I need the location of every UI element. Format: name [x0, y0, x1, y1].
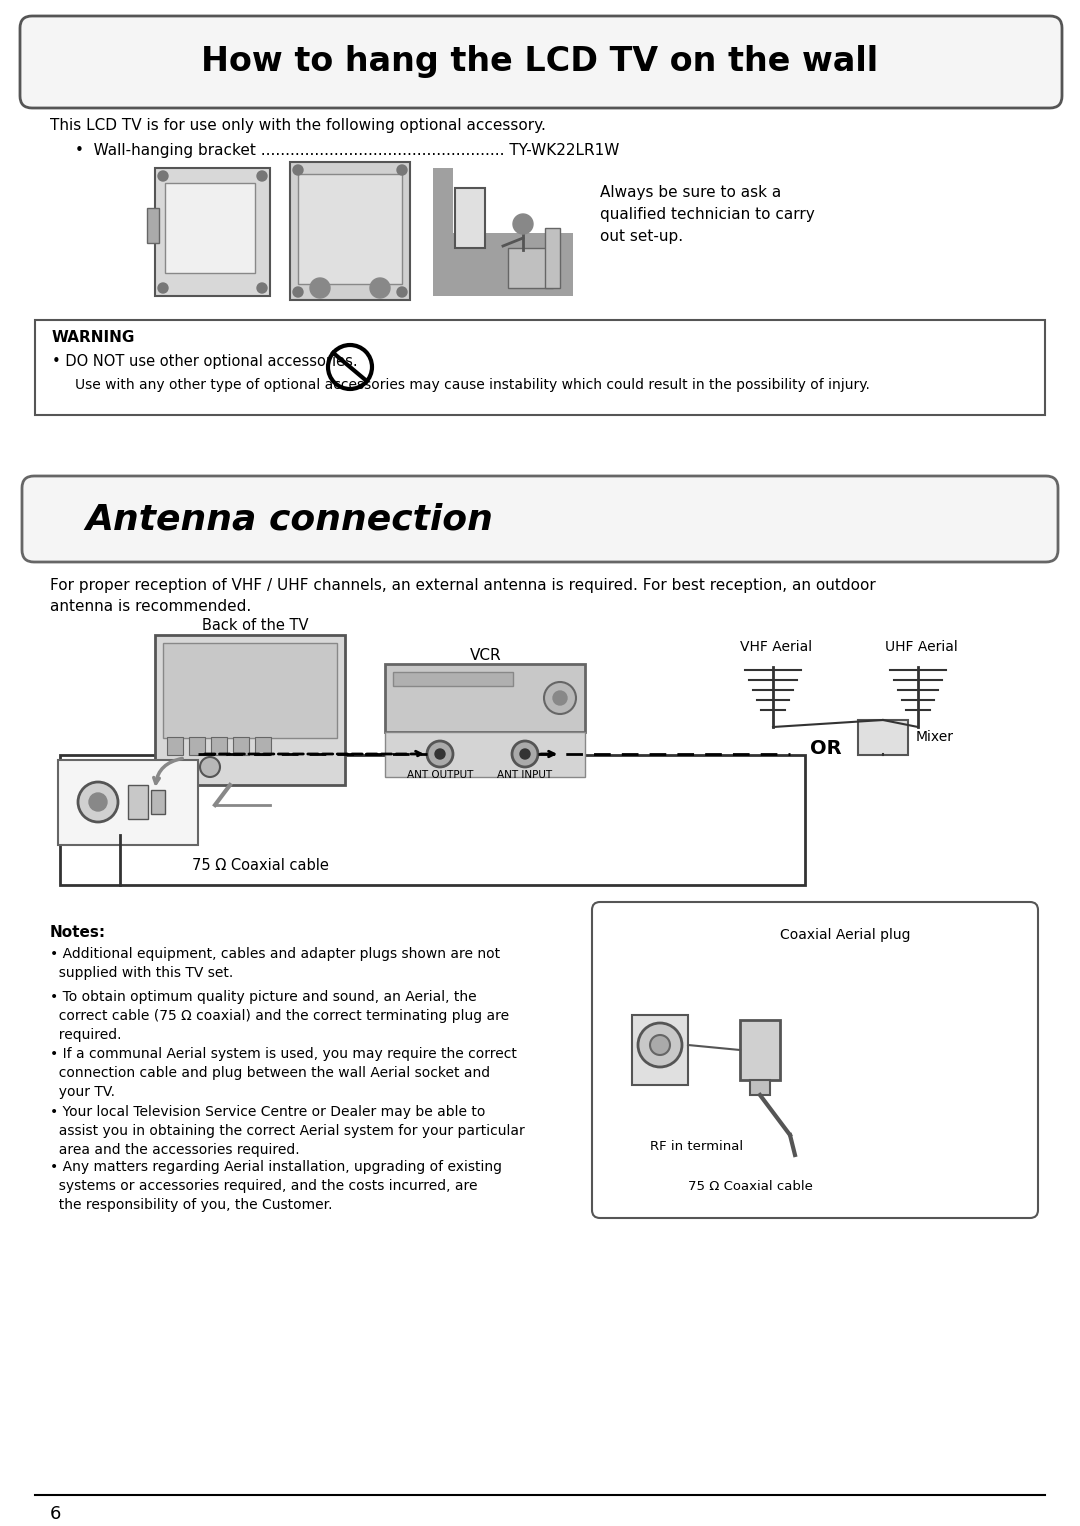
Text: For proper reception of VHF / UHF channels, an external antenna is required. For: For proper reception of VHF / UHF channe… [50, 578, 876, 613]
Circle shape [519, 749, 530, 758]
Circle shape [544, 682, 576, 714]
Bar [291, 162, 410, 301]
Circle shape [370, 278, 390, 298]
Circle shape [293, 165, 303, 175]
FancyBboxPatch shape [21, 15, 1062, 108]
Text: Back of the TV: Back of the TV [202, 618, 308, 633]
Text: 6: 6 [50, 1505, 62, 1523]
Text: UHF Aerial: UHF Aerial [885, 639, 958, 655]
Text: 75 Ω Coaxial cable: 75 Ω Coaxial cable [191, 858, 328, 873]
Text: Mixer: Mixer [916, 729, 954, 745]
Text: RF in terminal: RF in terminal [650, 1140, 743, 1154]
Text: VCR: VCR [470, 649, 502, 662]
Bar [384, 732, 585, 777]
Circle shape [650, 1035, 670, 1054]
Text: • DO NOT use other optional accessories.: • DO NOT use other optional accessories. [52, 354, 357, 369]
Circle shape [427, 742, 453, 768]
Bar [32, 32, 1050, 101]
Circle shape [200, 757, 220, 777]
Text: • Any matters regarding Aerial installation, upgrading of existing
  systems or : • Any matters regarding Aerial installat… [50, 1160, 502, 1212]
Bar [508, 249, 553, 288]
Bar [35, 320, 1045, 415]
Text: Use with any other type of optional accessories may cause instability which coul: Use with any other type of optional acce… [75, 378, 869, 392]
Text: How to hang the LCD TV on the wall: How to hang the LCD TV on the wall [202, 46, 878, 78]
Circle shape [78, 781, 118, 823]
Text: Antenna connection: Antenna connection [85, 502, 492, 536]
Bar [233, 737, 249, 755]
Text: • Your local Television Service Centre or Dealer may be able to
  assist you in : • Your local Television Service Centre o… [50, 1105, 525, 1157]
Circle shape [638, 1022, 681, 1067]
Bar [632, 1015, 688, 1085]
Text: WARNING: WARNING [52, 330, 135, 345]
Circle shape [293, 287, 303, 298]
Text: ANT OUTPUT: ANT OUTPUT [407, 771, 473, 780]
Circle shape [397, 287, 407, 298]
Circle shape [435, 749, 445, 758]
Bar [740, 1019, 780, 1080]
Text: • Additional equipment, cables and adapter plugs shown are not
  supplied with t: • Additional equipment, cables and adapt… [50, 948, 500, 980]
Bar [156, 168, 270, 296]
Bar [455, 188, 485, 249]
Bar [433, 233, 573, 296]
Bar [189, 737, 205, 755]
Circle shape [257, 282, 267, 293]
Bar [129, 784, 148, 819]
Bar [33, 493, 1047, 555]
Text: Notes:: Notes: [50, 925, 106, 940]
Bar [156, 635, 345, 784]
Text: This LCD TV is for use only with the following optional accessory.: This LCD TV is for use only with the fol… [50, 118, 545, 133]
Text: ANT INPUT: ANT INPUT [498, 771, 553, 780]
Circle shape [513, 214, 534, 233]
FancyBboxPatch shape [22, 476, 1058, 562]
Bar [298, 174, 402, 284]
Circle shape [158, 171, 168, 182]
Bar [545, 227, 561, 288]
Bar [211, 737, 227, 755]
Bar [163, 642, 337, 739]
Text: Always be sure to ask a
qualified technician to carry
out set-up.: Always be sure to ask a qualified techni… [600, 185, 814, 244]
Text: Coaxial Aerial plug: Coaxial Aerial plug [780, 928, 910, 942]
Text: VHF Aerial: VHF Aerial [740, 639, 812, 655]
Circle shape [553, 691, 567, 705]
Text: 75 Ω Coaxial cable: 75 Ω Coaxial cable [688, 1180, 812, 1193]
Bar [165, 183, 255, 273]
Circle shape [512, 742, 538, 768]
Bar [384, 664, 585, 732]
Circle shape [158, 282, 168, 293]
Bar [750, 1080, 770, 1096]
Bar [147, 208, 159, 243]
Bar [433, 168, 453, 296]
Bar [255, 737, 271, 755]
Text: • If a communal Aerial system is used, you may require the correct
  connection : • If a communal Aerial system is used, y… [50, 1047, 517, 1099]
Text: •  Wall-hanging bracket .................................................. TY-WK: • Wall-hanging bracket .................… [75, 143, 619, 159]
Bar [151, 790, 165, 813]
FancyBboxPatch shape [592, 902, 1038, 1218]
Circle shape [257, 171, 267, 182]
Text: OR: OR [810, 740, 841, 758]
Bar [60, 755, 805, 885]
Bar [58, 760, 198, 845]
Circle shape [397, 165, 407, 175]
Text: • To obtain optimum quality picture and sound, an Aerial, the
  correct cable (7: • To obtain optimum quality picture and … [50, 990, 509, 1042]
Circle shape [89, 794, 107, 810]
Bar [858, 720, 908, 755]
Bar [167, 737, 183, 755]
Bar [393, 671, 513, 687]
Circle shape [310, 278, 330, 298]
